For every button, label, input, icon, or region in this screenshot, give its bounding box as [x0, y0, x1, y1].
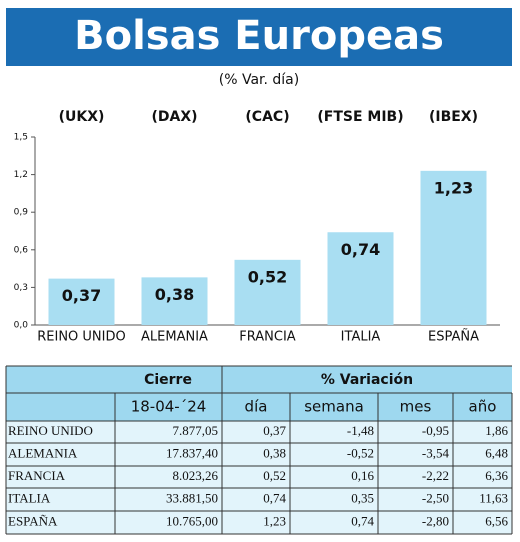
table-cell: ITALIA — [8, 490, 51, 505]
table-cell: 0,38 — [263, 445, 286, 460]
table-cell: 6,36 — [485, 468, 508, 483]
bar — [420, 170, 487, 325]
x-tick-label: FRANCIA — [239, 330, 296, 345]
table-cell: -2,50 — [422, 490, 449, 505]
index-label: (IBEX) — [429, 109, 478, 125]
table-cell: 17.837,40 — [166, 445, 218, 460]
table-cell: 11,63 — [479, 490, 508, 505]
table-cell: 8.023,26 — [173, 468, 219, 483]
table-cell: 0,52 — [263, 468, 286, 483]
bar-value-label: 1,23 — [434, 178, 473, 197]
index-label: (FTSE MIB) — [317, 109, 403, 125]
table-cell: 7.877,05 — [173, 423, 219, 438]
index-label: (UKX) — [59, 109, 105, 125]
table-body-bg — [6, 421, 512, 534]
x-tick-label: ESPAÑA — [428, 329, 479, 345]
y-tick-label: 0,0 — [14, 321, 29, 331]
table-cell: 0,16 — [351, 468, 374, 483]
table-cell: 0,35 — [351, 490, 374, 505]
x-tick-label: REINO UNIDO — [37, 330, 126, 345]
table-cell: 0,37 — [263, 423, 286, 438]
table-header: Cierre — [144, 372, 192, 388]
table-cell: 10.765,00 — [166, 513, 218, 528]
bar-value-label: 0,74 — [341, 240, 380, 259]
table-cell: 1,86 — [485, 423, 508, 438]
x-tick-label: ITALIA — [341, 330, 381, 345]
bar-value-label: 0,37 — [62, 286, 101, 305]
table-cell: -1,48 — [347, 423, 374, 438]
table-header: % Variación — [321, 372, 413, 388]
table-cell: -2,80 — [422, 513, 449, 528]
table-subheader: año — [469, 398, 497, 416]
bar — [141, 277, 208, 325]
table-subheader: día — [245, 398, 268, 416]
y-tick-label: 0,9 — [14, 208, 29, 218]
bar-value-label: 0,52 — [248, 267, 287, 286]
title-band — [6, 8, 512, 66]
table-cell: -3,54 — [422, 445, 450, 460]
table-subheader: 18-04-´24 — [131, 398, 207, 416]
table-cell: FRANCIA — [8, 468, 66, 483]
table-cell: -0,52 — [347, 445, 374, 460]
y-tick-label: 1,2 — [14, 170, 28, 180]
table-cell: ALEMANIA — [8, 445, 78, 460]
bar — [327, 232, 394, 325]
table-cell: REINO UNIDO — [8, 423, 93, 438]
y-tick-label: 0,6 — [14, 245, 29, 255]
chart-subtitle: (% Var. día) — [219, 72, 299, 88]
table-cell: 1,23 — [263, 513, 286, 528]
table-cell: ESPAÑA — [8, 513, 58, 528]
y-tick-label: 1,5 — [14, 133, 28, 143]
index-label: (DAX) — [151, 109, 197, 125]
bar — [48, 278, 115, 325]
table-cell: 0,74 — [263, 490, 286, 505]
table-subheader: mes — [400, 398, 432, 416]
y-tick-label: 0,3 — [14, 283, 28, 293]
table-cell: 33.881,50 — [166, 490, 218, 505]
table-cell: -2,22 — [422, 468, 449, 483]
chart-title: Bolsas Europeas — [74, 13, 444, 59]
x-tick-label: ALEMANIA — [141, 330, 208, 345]
table-subheader: semana — [304, 398, 364, 416]
bar-value-label: 0,38 — [155, 285, 194, 304]
index-label: (CAC) — [245, 109, 289, 125]
table-cell: 0,74 — [351, 513, 374, 528]
bar — [234, 259, 301, 325]
table-cell: 6,56 — [485, 513, 508, 528]
table-cell: 6,48 — [485, 445, 508, 460]
table-cell: -0,95 — [422, 423, 449, 438]
